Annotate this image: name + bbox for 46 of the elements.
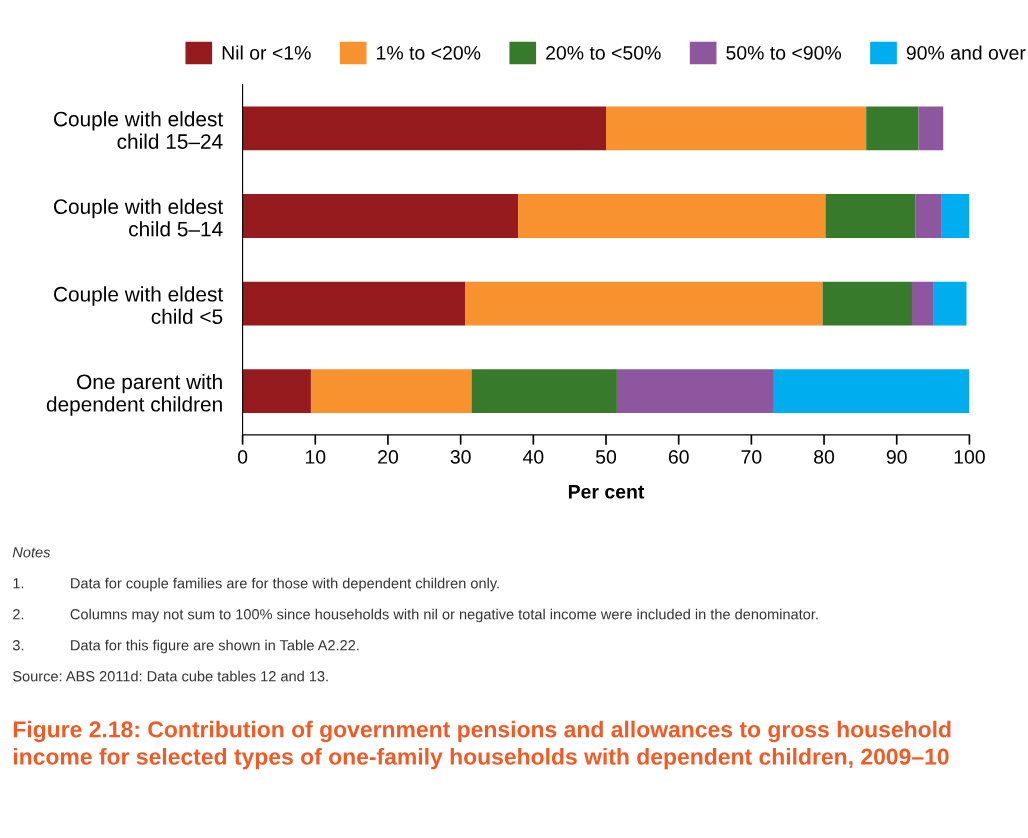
text: Notes: [12, 547, 51, 558]
x-tick-label: 60: [668, 450, 689, 464]
x-tick-label: 100: [954, 450, 985, 464]
text: 2. Columns may not sum to 100% since households with nil or negative total income were included in the denominator.: [13, 608, 818, 623]
bar: [471, 369, 617, 414]
text: 1. Data for couple families are for those with dependent children only.: [13, 577, 499, 592]
bar: [915, 194, 942, 238]
bar: [941, 194, 970, 238]
bar: [773, 369, 970, 414]
bar: [242, 281, 466, 326]
x-tick-label: 40: [522, 450, 544, 464]
y-tick-label: Couple with eldest child 15–24: [53, 111, 224, 149]
legend-label: 1% to <20%: [377, 45, 481, 60]
legend-label: 90% and over: [906, 45, 1026, 60]
x-tick-label: 70: [741, 450, 762, 464]
bar: [866, 106, 919, 151]
bar: [242, 369, 311, 414]
bar: [606, 106, 867, 151]
x-tick-label: 10: [305, 450, 326, 464]
bar: [242, 194, 519, 238]
x-axis-title: Per cent: [568, 485, 645, 499]
x-tick-label: 30: [450, 450, 471, 464]
text: Figure 2.18: Contribution of government pensions and allowances to gross household income for selected types of one-family households with dependent children, 2009–10: [13, 720, 951, 770]
x-tick-label: 0: [237, 450, 248, 464]
legend-label: 50% to <90%: [726, 45, 842, 60]
bar: [242, 106, 607, 151]
x-tick-label: 80: [814, 450, 835, 464]
bar: [933, 281, 967, 326]
bar: [918, 106, 944, 151]
y-tick-label: Couple with eldest child <5: [53, 286, 224, 325]
bar: [825, 194, 916, 238]
source-note: Source: ABS 2011d: Data cube tables 12 and 13.: [13, 670, 328, 682]
y-tick-label: Couple with eldest child 5–14: [53, 198, 224, 237]
bar: [822, 281, 912, 326]
legend-label: Nil or <1%: [222, 45, 311, 60]
x-tick-label: 50: [595, 450, 617, 464]
bar: [518, 194, 826, 238]
bar: [465, 281, 823, 326]
legend-label: 20% to <50%: [546, 45, 661, 60]
y-tick-label: One parent with dependent children: [46, 373, 222, 416]
text: 3. Data for this figure are shown in Table A2.22.: [12, 639, 359, 654]
bar: [911, 281, 934, 326]
x-tick-label: 90: [886, 450, 907, 464]
x-tick-label: 20: [378, 450, 399, 464]
bar: [616, 369, 774, 414]
bar: [310, 369, 472, 414]
